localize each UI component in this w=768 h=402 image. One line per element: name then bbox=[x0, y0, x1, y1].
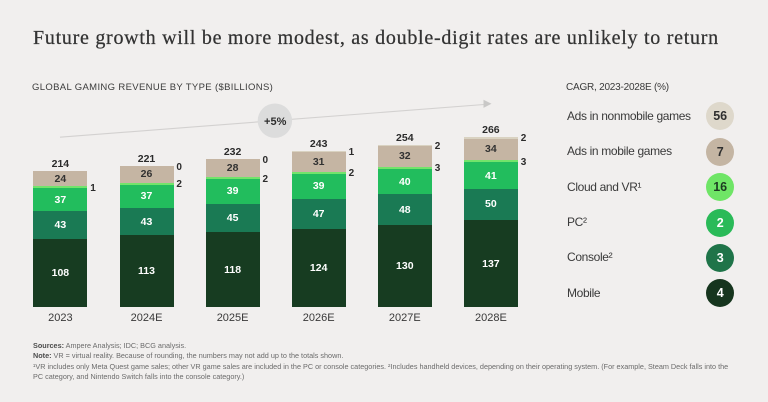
svg-text:+5%: +5% bbox=[264, 116, 287, 128]
